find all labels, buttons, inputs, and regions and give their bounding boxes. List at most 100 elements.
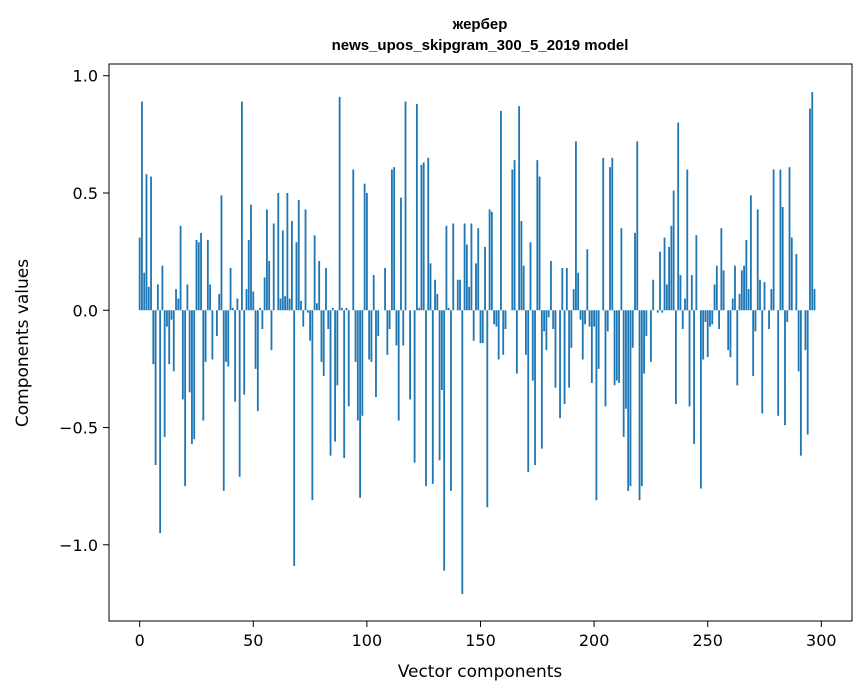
bar-170	[525, 310, 527, 355]
bar-161	[504, 310, 507, 330]
bar-167	[518, 106, 521, 311]
bar-274	[761, 310, 764, 414]
bar-154	[488, 209, 491, 311]
bar-171	[527, 310, 530, 473]
bar-49	[250, 204, 252, 311]
bar-86	[334, 310, 336, 442]
bar-231	[663, 237, 666, 311]
bar-104	[375, 310, 377, 398]
bar-145	[468, 286, 471, 311]
bar-281	[777, 310, 780, 416]
bar-269	[749, 195, 752, 311]
bar-176	[538, 176, 541, 311]
bar-85	[331, 307, 334, 311]
bar-113	[395, 310, 398, 346]
bar-47	[245, 289, 248, 311]
bar-98	[361, 310, 364, 416]
bar-159	[500, 110, 502, 311]
bar-30	[206, 239, 209, 311]
bar-50	[252, 291, 255, 311]
bar-200	[593, 310, 596, 327]
bar-244	[693, 310, 695, 444]
bar-136	[447, 307, 450, 311]
x-tick-label: 150	[465, 631, 496, 650]
bar-43	[236, 298, 239, 311]
bar-74	[306, 310, 309, 313]
bar-267	[745, 239, 748, 311]
bar-250	[706, 310, 709, 358]
bar-144	[465, 244, 468, 311]
bar-193	[577, 272, 580, 311]
bar-64	[284, 296, 286, 311]
bar-168	[520, 221, 523, 311]
bar-279	[772, 169, 775, 311]
bar-229	[659, 251, 661, 311]
bar-217	[631, 310, 634, 348]
bar-202	[597, 310, 600, 369]
bar-14	[170, 310, 173, 320]
bar-114	[397, 310, 400, 421]
bar-39	[227, 310, 230, 367]
bar-96	[356, 310, 359, 421]
bar-18	[179, 225, 182, 311]
bar-138	[452, 223, 455, 311]
x-tick-label: 100	[352, 631, 383, 650]
bar-273	[759, 279, 761, 311]
bar-20	[184, 310, 187, 487]
bar-9	[159, 310, 162, 534]
bar-183	[554, 310, 557, 388]
bar-89	[340, 307, 343, 311]
bar-192	[575, 141, 577, 311]
chart-title: жербер	[452, 16, 508, 33]
bar-266	[743, 265, 745, 311]
bar-81	[322, 310, 325, 376]
bar-158	[497, 310, 500, 360]
bar-166	[515, 310, 518, 374]
y-tick-label: 0.5	[73, 184, 98, 203]
bar-207	[609, 167, 611, 311]
bar-51	[254, 310, 257, 369]
bar-15	[172, 310, 175, 372]
bar-80	[320, 310, 323, 362]
bar-115	[400, 197, 402, 311]
bar-165	[513, 160, 516, 311]
bar-297	[813, 289, 816, 311]
bar-259	[727, 310, 730, 351]
bar-180	[547, 310, 550, 318]
bar-245	[695, 235, 698, 311]
bar-45	[241, 101, 243, 311]
bar-191	[572, 289, 575, 311]
x-tick-label: 50	[243, 631, 263, 650]
bar-17	[177, 298, 180, 311]
bar-7	[154, 310, 157, 466]
bar-126	[425, 310, 427, 487]
bar-147	[472, 310, 475, 341]
bar-263	[736, 310, 739, 386]
bar-21	[186, 284, 189, 311]
bar-56	[266, 209, 268, 311]
bar-152	[484, 246, 486, 311]
bar-146	[470, 223, 473, 311]
bar-135	[445, 225, 448, 311]
bar-175	[536, 160, 539, 311]
bar-2	[143, 272, 146, 311]
bar-101	[368, 310, 371, 360]
bar-220	[638, 310, 641, 501]
bar-77	[313, 235, 316, 311]
bar-8	[156, 284, 159, 311]
bar-257	[722, 270, 725, 311]
bar-69	[295, 242, 298, 311]
bar-25	[195, 239, 198, 311]
bar-34	[216, 310, 218, 337]
bar-212	[620, 228, 623, 311]
bar-91	[345, 307, 348, 311]
y-axis-label: Components values	[13, 259, 33, 427]
bar-282	[779, 169, 782, 311]
bar-214	[625, 310, 627, 409]
bar-38	[225, 310, 227, 362]
bar-195	[581, 310, 584, 360]
bar-40	[229, 268, 232, 311]
bar-295	[809, 108, 811, 311]
bar-65	[286, 192, 289, 311]
y-tick-label: 1.0	[73, 67, 98, 86]
